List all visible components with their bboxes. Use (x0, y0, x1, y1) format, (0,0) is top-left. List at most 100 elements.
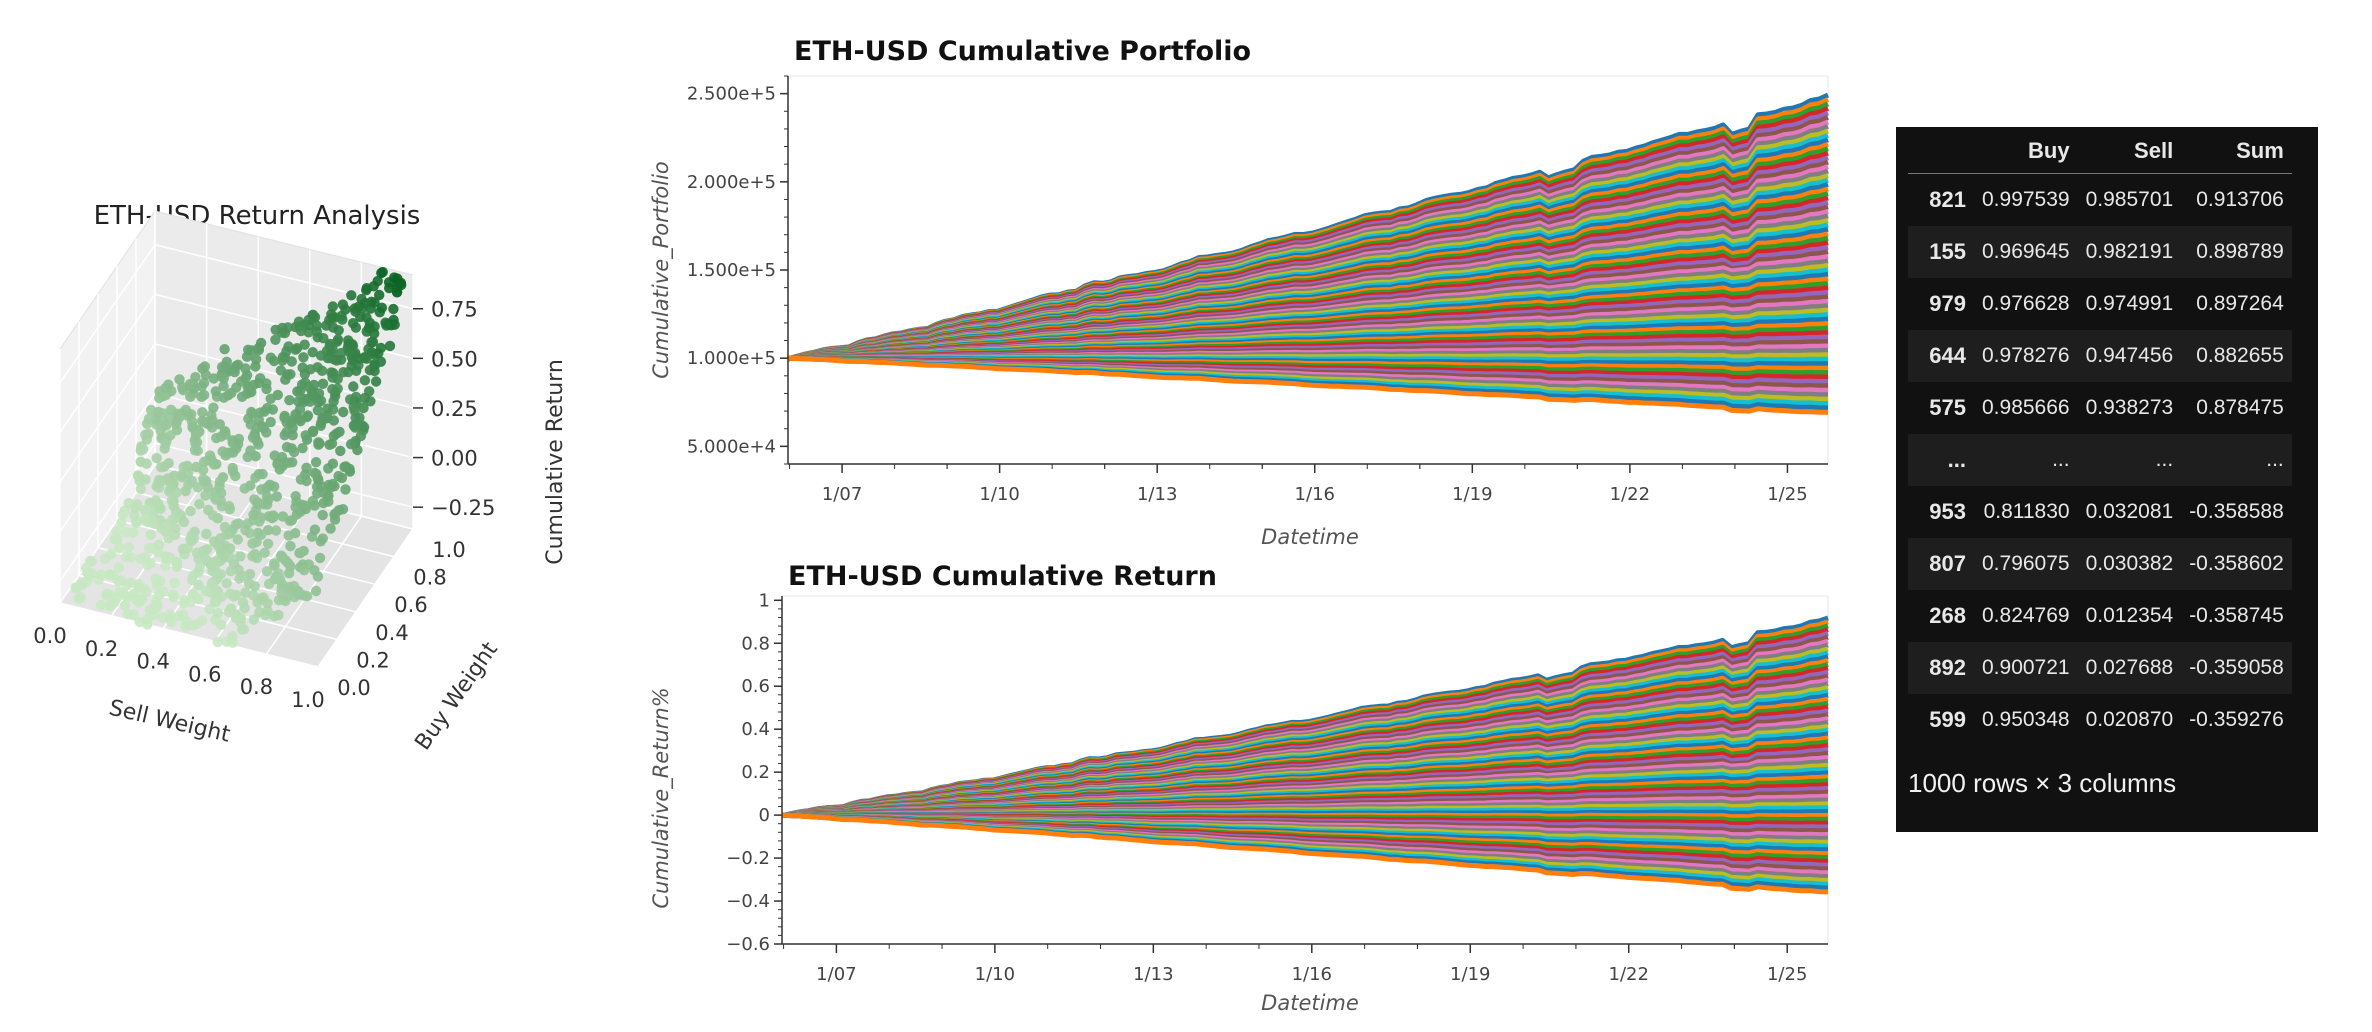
y-tick-label: 0.6 (741, 676, 770, 697)
scatter-point (332, 334, 344, 345)
x-tick-label: 0.8 (240, 675, 273, 699)
scatter-point (139, 552, 151, 563)
y-axis-label: Buy Weight (410, 637, 503, 755)
cumulative-portfolio-svg: ETH-USD Cumulative Portfolio Datetime Cu… (649, 36, 1830, 549)
grid-line (154, 464, 414, 530)
series-line (787, 355, 1828, 415)
scatter-point (317, 509, 328, 521)
x-tick-label: 0.2 (85, 637, 118, 661)
table-row: 268 0.824769 0.012354 -0.358745 (1908, 590, 2292, 642)
sum-cell: 0.878475 (2196, 396, 2284, 419)
scatter-point (317, 533, 328, 544)
scatter-point (301, 411, 313, 423)
scatter-point (115, 575, 127, 586)
x-tick-label: 0.0 (33, 624, 66, 648)
scatter-point (178, 609, 189, 620)
scatter-point (290, 491, 301, 502)
scatter-point (204, 450, 216, 461)
x-tick-label: 1.0 (291, 688, 324, 712)
scatter-point (327, 458, 339, 469)
scatter-point (376, 267, 387, 279)
scatter-point (221, 578, 232, 589)
chart-title: ETH-USD Cumulative Portfolio (794, 36, 1251, 67)
x-axis-label: Datetime (1261, 991, 1359, 1015)
scatter-point (206, 579, 217, 590)
scatter-point (256, 484, 267, 495)
scatter-point (198, 377, 210, 389)
column-header-sum: Sum (2181, 129, 2292, 174)
scatter-point (139, 505, 151, 516)
table-row: 155 0.969645 0.982191 0.898789 (1908, 226, 2292, 278)
scatter-point (233, 518, 244, 529)
grid-line (59, 602, 319, 668)
scatter-point (208, 373, 219, 384)
scatter-point (370, 376, 382, 387)
scatter-point (297, 362, 308, 373)
row-index: 892 (1929, 655, 1966, 680)
scatter-point (216, 591, 227, 603)
scatter-point (366, 337, 377, 348)
scatter-point (191, 461, 202, 473)
z-tick-label: −0.25 (431, 496, 495, 520)
scatter-point (259, 547, 270, 558)
scatter-point (249, 494, 260, 505)
scatter-point (165, 430, 176, 441)
sell-cell: 0.032081 (2085, 500, 2174, 523)
y-tick-label: 0.4 (375, 621, 408, 645)
scatter-point (132, 470, 144, 481)
row-index: 644 (1929, 343, 1966, 368)
scatter-point (185, 391, 196, 402)
buy-cell: 0.950348 (1982, 708, 2070, 731)
scatter-point (332, 383, 343, 394)
scatter-point (161, 553, 172, 564)
scatter-point (217, 446, 228, 457)
buy-cell: 0.900721 (1982, 656, 2070, 679)
scatter-point (388, 303, 399, 315)
sum-cell: -0.358602 (2189, 552, 2284, 575)
buy-cell: 0.978276 (1982, 344, 2070, 367)
scatter-point (200, 490, 211, 501)
scatter-point (199, 361, 211, 372)
scatter-point (265, 416, 276, 428)
scatter-point (219, 540, 231, 551)
x-tick-label: 1/16 (1292, 964, 1332, 985)
scatter-point (178, 461, 189, 473)
scatter-point (361, 353, 372, 364)
sell-cell: 0.985701 (2085, 188, 2174, 211)
scatter-point (145, 529, 157, 540)
scatter-point (281, 426, 292, 438)
y-tick-label: 2.000e+5 (687, 172, 776, 193)
column-header-buy: Buy (1974, 129, 2078, 174)
x-tick-label: 0.6 (188, 662, 221, 686)
x-tick-label: 1/07 (822, 484, 862, 505)
row-index: 575 (1929, 395, 1966, 420)
scatter-point (160, 438, 171, 450)
scatter-point (187, 529, 198, 540)
scatter-point (347, 318, 359, 329)
scatter-point (250, 472, 261, 483)
scatter-point (125, 552, 136, 563)
chart-title: ETH-USD Cumulative Return (788, 561, 1217, 592)
scatter-point (294, 404, 306, 415)
y-tick-label: 2.500e+5 (687, 84, 776, 105)
scatter-point (116, 517, 127, 528)
buy-cell: 0.796075 (1982, 552, 2070, 575)
scatter-point (345, 394, 356, 405)
sum-cell: -0.358745 (2189, 604, 2284, 627)
y-tick-label: 1 (759, 590, 770, 611)
scatter-point (166, 495, 177, 506)
scatter-point (131, 499, 143, 510)
scatter-point (227, 631, 238, 642)
scatter-point (140, 429, 151, 440)
scatter-point (312, 405, 324, 416)
scatter-point (279, 410, 290, 422)
scatter-point (187, 588, 199, 600)
scatter-point (244, 578, 255, 589)
scatter-point (201, 528, 212, 540)
table-row-ellipsis: ............ (1908, 434, 2292, 486)
scatter-point (246, 345, 258, 356)
scatter-point (185, 505, 196, 517)
scatter-point (285, 540, 296, 552)
scatter-point (359, 375, 371, 386)
scatter-point (246, 406, 257, 418)
